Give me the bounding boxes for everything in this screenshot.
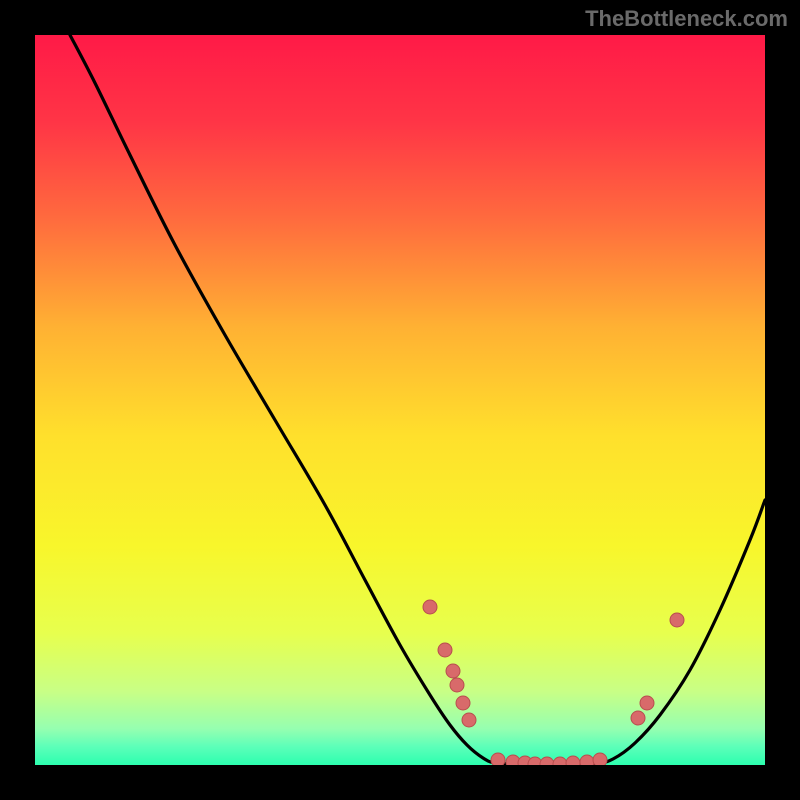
data-point (450, 678, 464, 692)
data-point (446, 664, 460, 678)
chart-container: TheBottleneck.com (0, 0, 800, 800)
data-point (491, 753, 505, 765)
data-point (631, 711, 645, 725)
points-layer (35, 35, 765, 765)
data-point (566, 756, 580, 765)
data-point (540, 757, 554, 765)
watermark-text: TheBottleneck.com (585, 6, 788, 32)
scatter-points (423, 600, 684, 765)
data-point (456, 696, 470, 710)
data-point (553, 757, 567, 765)
data-point (640, 696, 654, 710)
data-point (580, 755, 594, 765)
data-point (670, 613, 684, 627)
data-point (462, 713, 476, 727)
data-point (593, 753, 607, 765)
data-point (423, 600, 437, 614)
plot-area (35, 35, 765, 765)
data-point (438, 643, 452, 657)
